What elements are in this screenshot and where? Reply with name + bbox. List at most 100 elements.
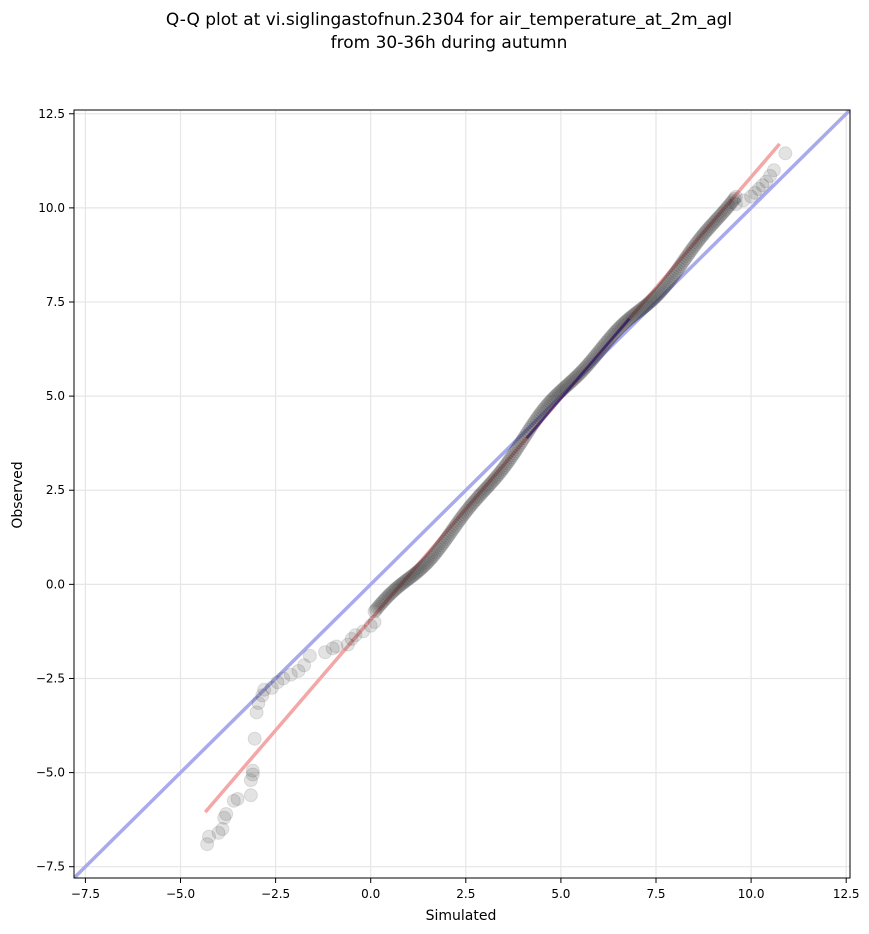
qq-point xyxy=(421,553,436,568)
qq-point xyxy=(470,490,485,505)
qq-point xyxy=(491,467,506,482)
qq-point xyxy=(409,565,424,580)
qq-point xyxy=(695,228,710,243)
qq-point xyxy=(302,648,317,663)
qq-point xyxy=(465,496,480,511)
qq-point xyxy=(726,193,741,208)
qq-point xyxy=(427,547,442,562)
x-tick-label: 2.5 xyxy=(456,887,475,901)
qq-point xyxy=(243,773,258,788)
qq-point xyxy=(407,566,422,581)
qq-point xyxy=(657,279,672,294)
qq-point xyxy=(677,253,692,268)
qq-point xyxy=(654,283,669,298)
qq-point xyxy=(399,573,414,588)
qq-point xyxy=(604,329,619,344)
qq-point xyxy=(671,261,686,276)
qq-point xyxy=(378,591,393,606)
qq-point xyxy=(646,291,661,306)
qq-point xyxy=(635,301,650,316)
qq-point xyxy=(394,577,409,592)
qq-point xyxy=(755,178,770,193)
qq-point xyxy=(410,564,425,579)
qq-point xyxy=(678,251,693,266)
dense-band xyxy=(525,317,631,439)
qq-point xyxy=(400,572,415,587)
x-tick-label: 10.0 xyxy=(738,887,765,901)
qq-point xyxy=(599,335,614,350)
qq-point xyxy=(483,476,498,491)
qq-point xyxy=(744,189,759,204)
qq-point xyxy=(684,243,699,258)
qq-point xyxy=(593,342,608,357)
qq-point xyxy=(405,569,420,584)
qq-point xyxy=(420,555,435,570)
qq-point xyxy=(481,478,496,493)
qq-point xyxy=(716,205,731,220)
qq-point xyxy=(380,590,395,605)
qq-point xyxy=(674,257,689,272)
qq-point xyxy=(416,559,431,574)
qq-point xyxy=(428,545,443,560)
qq-point xyxy=(634,302,649,317)
qq-point xyxy=(398,574,413,589)
qq-point xyxy=(297,658,312,673)
qq-point xyxy=(375,594,390,609)
y-axis-ticks: −7.5 −5.0 −2.5 0.0 2.5 5.0 7.5 10.0 12.5 xyxy=(36,107,74,874)
qq-point xyxy=(571,368,586,383)
x-tick-label: −7.5 xyxy=(71,887,100,901)
qq-point xyxy=(687,239,702,254)
qq-point xyxy=(501,454,516,469)
qq-point xyxy=(391,579,406,594)
qq-point xyxy=(572,366,587,381)
qq-point xyxy=(473,487,488,502)
qq-point xyxy=(348,628,363,643)
qq-point xyxy=(245,767,260,782)
qq-point xyxy=(382,587,397,602)
x-tick-label: −5.0 xyxy=(166,887,195,901)
qq-point xyxy=(230,791,245,806)
qq-point xyxy=(374,596,389,611)
qq-point xyxy=(650,287,665,302)
qq-point xyxy=(388,582,403,597)
qq-point xyxy=(490,468,505,483)
qq-point xyxy=(664,270,679,285)
reference-lines xyxy=(74,110,850,878)
qq-point xyxy=(568,370,583,385)
qq-point xyxy=(396,575,411,590)
qq-point xyxy=(574,365,589,380)
qq-point xyxy=(200,837,215,852)
qq-point xyxy=(712,209,727,224)
qq-point xyxy=(696,227,711,242)
qq-point xyxy=(504,450,519,465)
qq-point xyxy=(652,286,667,301)
qq-point xyxy=(751,182,766,197)
qq-point xyxy=(736,193,751,208)
qq-point xyxy=(486,473,501,488)
qq-point xyxy=(392,578,407,593)
qq-point xyxy=(594,340,609,355)
qq-point xyxy=(455,509,470,524)
qq-point xyxy=(325,641,340,656)
qq-point xyxy=(466,495,481,510)
qq-point xyxy=(493,465,508,480)
qq-point xyxy=(509,442,524,457)
qq-point xyxy=(656,281,671,296)
qq-point xyxy=(713,208,728,223)
qq-point xyxy=(660,276,675,291)
qq-point xyxy=(384,585,399,600)
qq-point xyxy=(497,460,512,475)
qq-point xyxy=(607,325,622,340)
qq-point xyxy=(685,241,700,256)
plot-area-frame xyxy=(73,109,851,879)
qq-point xyxy=(423,552,438,567)
qq-point xyxy=(705,217,720,232)
qq-point xyxy=(403,570,418,585)
qq-point xyxy=(600,333,615,348)
qq-point xyxy=(257,682,272,697)
qq-point xyxy=(569,369,584,384)
x-tick-label: 12.5 xyxy=(833,887,860,901)
y-axis-label: Observed xyxy=(10,461,26,528)
qq-point xyxy=(636,300,651,315)
qq-point xyxy=(402,571,417,586)
